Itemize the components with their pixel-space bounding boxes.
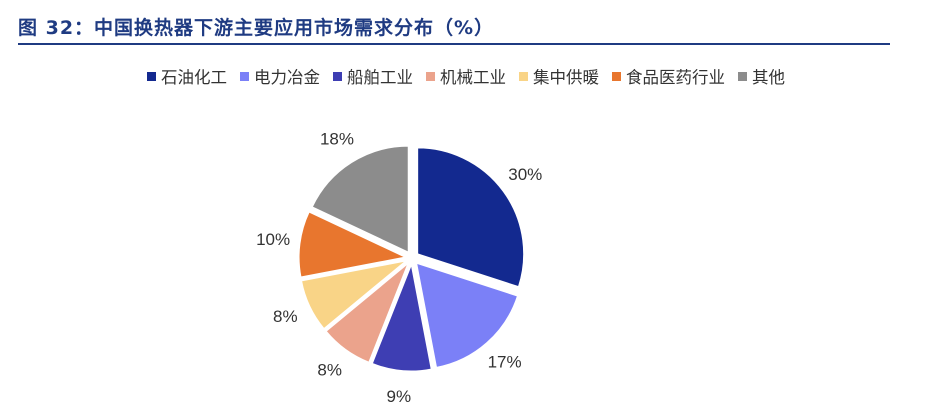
legend-swatch xyxy=(147,71,156,81)
legend-label: 电力冶金 xyxy=(254,68,320,87)
legend-item: 船舶工业 xyxy=(333,64,413,88)
legend-label: 集中供暖 xyxy=(533,68,599,87)
slice-value-label: 17% xyxy=(488,352,522,371)
legend-swatch xyxy=(519,71,528,81)
legend-swatch xyxy=(240,71,249,81)
slice-value-label: 30% xyxy=(508,165,542,184)
legend-label: 机械工业 xyxy=(440,68,506,87)
legend-label: 船舶工业 xyxy=(347,68,413,87)
pie-slice xyxy=(371,263,432,372)
legend-swatch xyxy=(738,71,747,81)
legend-item: 电力冶金 xyxy=(240,64,320,88)
legend-item: 石油化工 xyxy=(147,64,227,88)
pie-slice xyxy=(325,263,409,363)
slice-value-label: 10% xyxy=(256,230,290,249)
legend-item: 机械工业 xyxy=(426,64,506,88)
slice-value-label: 8% xyxy=(317,361,342,380)
slice-value-label: 18% xyxy=(320,129,354,148)
pie-slice xyxy=(298,211,407,278)
legend-label: 石油化工 xyxy=(161,68,227,87)
chart-legend: 石油化工 电力冶金 船舶工业 机械工业 集中供暖 食品医药行业 其他 xyxy=(0,64,932,88)
pie-slice xyxy=(417,147,525,288)
slice-value-label: 9% xyxy=(387,387,412,405)
legend-item: 集中供暖 xyxy=(519,64,599,88)
legend-label: 食品医药行业 xyxy=(626,68,725,87)
legend-item: 食品医药行业 xyxy=(612,64,725,88)
legend-swatch xyxy=(333,71,342,81)
figure-title: 图 32：中国换热器下游主要应用市场需求分布（%） xyxy=(18,17,495,39)
legend-item: 其他 xyxy=(738,64,785,88)
pie-slice xyxy=(311,145,409,253)
legend-swatch xyxy=(426,71,435,81)
pie-slice xyxy=(300,260,406,330)
pie-slice xyxy=(415,262,519,368)
slice-value-label: 8% xyxy=(273,307,298,326)
legend-label: 其他 xyxy=(752,68,785,87)
title-rule xyxy=(18,43,890,45)
legend-swatch xyxy=(612,71,621,81)
